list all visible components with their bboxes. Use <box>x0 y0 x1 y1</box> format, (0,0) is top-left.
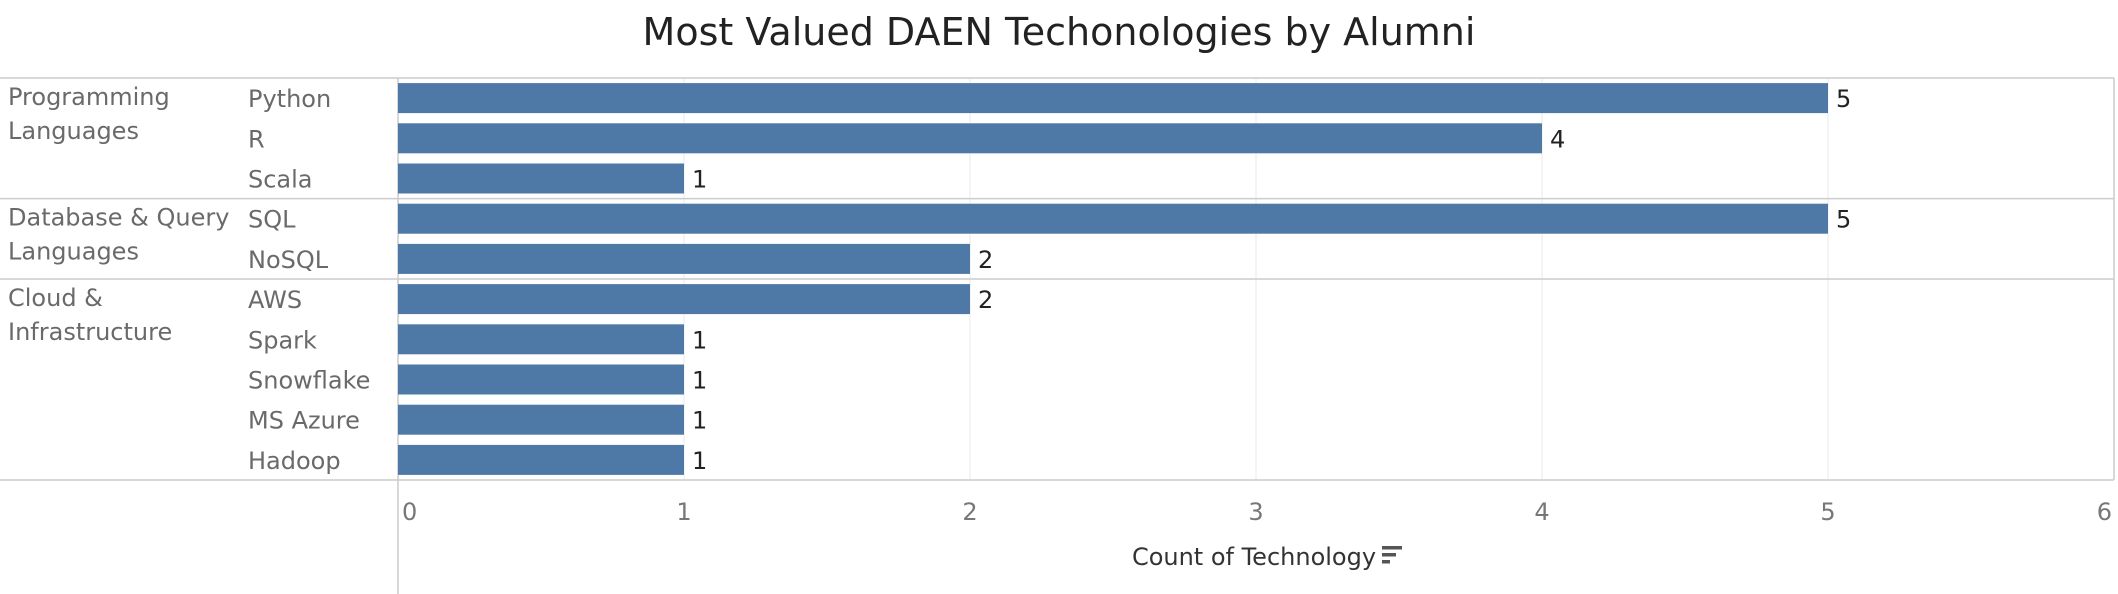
bars <box>398 83 1828 475</box>
bar <box>398 364 684 395</box>
group-label-line: Languages <box>8 238 139 266</box>
sort-descending-icon <box>1382 546 1402 564</box>
data-label: 1 <box>692 166 707 194</box>
category-label: Hadoop <box>248 447 341 475</box>
sort-icon-bar <box>1382 553 1396 557</box>
group-label: Database & Query Languages <box>8 204 229 266</box>
group-label: Programming Languages <box>8 83 170 145</box>
bar <box>398 203 1828 234</box>
data-label: 1 <box>692 447 707 475</box>
bar <box>398 404 684 435</box>
group-label-line: Infrastructure <box>8 318 172 346</box>
data-label: 2 <box>978 286 993 314</box>
bar <box>398 163 684 194</box>
tick-label: 5 <box>1820 498 1835 526</box>
bar <box>398 444 684 475</box>
data-label: 5 <box>1836 85 1851 113</box>
data-label: 4 <box>1550 125 1565 153</box>
bar <box>398 324 684 355</box>
group-label: Cloud & Infrastructure <box>8 284 172 346</box>
labels: Programming Languages Python 5 R 4 Scala 1 Datab… <box>8 83 1851 475</box>
sort-icon-bar <box>1382 546 1402 550</box>
bar <box>398 83 1828 114</box>
pane-borders <box>0 77 2115 594</box>
category-label: Spark <box>248 326 317 354</box>
category-label: SQL <box>248 206 296 234</box>
tick-label: 0 <box>402 498 417 526</box>
data-label: 2 <box>978 246 993 274</box>
tick-label: 4 <box>1534 498 1549 526</box>
bar <box>398 243 970 274</box>
data-label: 1 <box>692 407 707 435</box>
sort-icon-bar <box>1382 560 1390 564</box>
data-label: 5 <box>1836 206 1851 234</box>
x-axis: 0 1 2 3 4 5 6 Count of Technology <box>402 498 2112 571</box>
x-axis-title: Count of Technology <box>1132 543 1376 571</box>
group-label-line: Languages <box>8 117 139 145</box>
category-label: NoSQL <box>248 246 329 274</box>
category-label: MS Azure <box>248 407 360 435</box>
category-label: AWS <box>248 286 302 314</box>
bar <box>398 123 1542 154</box>
data-label: 1 <box>692 326 707 354</box>
chart-title: Most Valued DAEN Techonologies by Alumni <box>642 10 1476 54</box>
group-label-line: Cloud & <box>8 284 103 312</box>
category-label: Scala <box>248 166 313 194</box>
bar <box>398 284 970 315</box>
group-label-line: Database & Query <box>8 204 229 232</box>
tick-label: 2 <box>962 498 977 526</box>
tick-label: 6 <box>2097 498 2112 526</box>
group-label-line: Programming <box>8 83 170 111</box>
category-label: R <box>248 125 265 153</box>
data-label: 1 <box>692 367 707 395</box>
category-label: Snowflake <box>248 367 370 395</box>
tick-label: 1 <box>676 498 691 526</box>
tick-label: 3 <box>1248 498 1263 526</box>
category-label: Python <box>248 85 331 113</box>
